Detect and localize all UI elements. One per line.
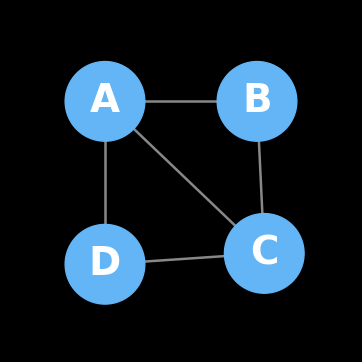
Circle shape (65, 224, 145, 304)
Circle shape (224, 214, 304, 293)
Text: D: D (89, 245, 121, 283)
Text: C: C (250, 235, 278, 272)
Text: B: B (242, 83, 272, 120)
Circle shape (65, 62, 145, 141)
Text: A: A (90, 83, 120, 120)
Circle shape (217, 62, 297, 141)
